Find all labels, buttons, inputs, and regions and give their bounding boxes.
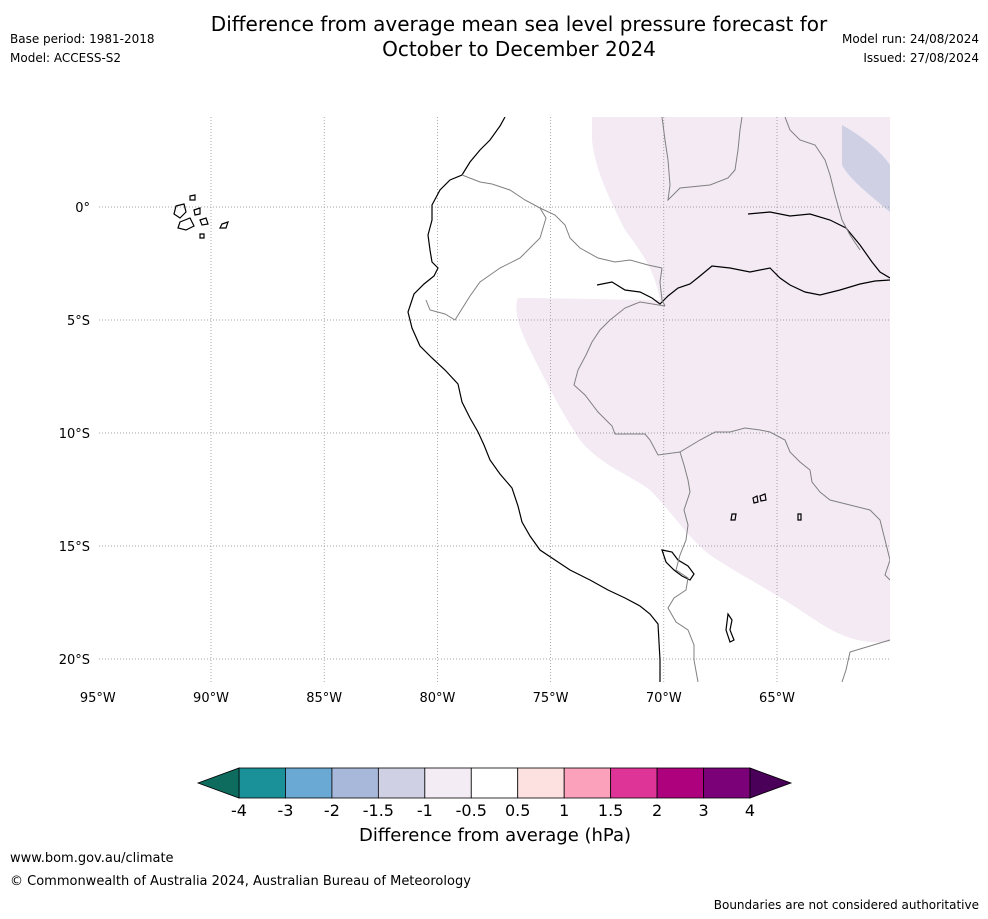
longitude-label: 95°W (80, 691, 116, 706)
lake-small-3 (759, 493, 767, 502)
colorbar-tick-label: 1.5 (598, 801, 623, 820)
colorbar-tick-label: -2 (324, 801, 340, 820)
colorbar-tick-label: -4 (231, 801, 247, 820)
anomaly-region-shaded (516, 117, 890, 643)
colorbar-tick-label: 2 (652, 801, 662, 820)
longitude-label: 75°W (533, 691, 569, 706)
longitude-label: 85°W (306, 691, 342, 706)
colorbar-swatch (563, 767, 612, 799)
base-period: Base period: 1981-2018 (10, 32, 155, 46)
longitude-label: 80°W (419, 691, 455, 706)
anomaly-region-weak (842, 125, 890, 212)
colorbar-title: Difference from average (hPa) (358, 825, 632, 846)
colorbar-swatch (285, 767, 333, 799)
colorbar-swatch (610, 767, 658, 799)
issued-date: Issued: 27/08/2024 (863, 51, 979, 65)
latitude-label: 20°S (59, 653, 90, 668)
colorbar-tick-label: 3 (698, 801, 708, 820)
meta-right: Model run: 24/08/2024 Issued: 27/08/2024 (842, 30, 979, 68)
title-line-2: October to December 2024 (382, 37, 656, 61)
longitude-label: 70°W (646, 691, 682, 706)
latitude-label: 5°S (67, 314, 90, 329)
longitude-labels: 95°W 90°W 85°W 80°W 75°W 70°W 65°W (80, 691, 795, 706)
latitude-label: 10°S (59, 427, 90, 442)
country-borders (425, 117, 890, 682)
title-line-1: Difference from average mean sea level p… (210, 12, 828, 36)
colorbar-swatch (238, 767, 286, 799)
longitude-label: 65°W (759, 691, 795, 706)
galapagos-islands (173, 194, 229, 239)
footer-url[interactable]: www.bom.gov.au/climate (10, 851, 174, 866)
colorbar-tick-label: 0.5 (505, 801, 530, 820)
lake-small-4 (730, 513, 737, 521)
gridlines (99, 117, 890, 682)
negro-river (747, 211, 890, 279)
colorbar-tick-label: -0.5 (456, 801, 487, 820)
colorbar-swatch (656, 767, 704, 799)
model-name: Model: ACCESS-S2 (10, 51, 122, 65)
lake-small-2 (752, 495, 759, 504)
lake-titicaca (661, 549, 695, 581)
longitude-label: 90°W (193, 691, 229, 706)
colorbar-tick-label: -1.5 (363, 801, 394, 820)
lake-small-5 (797, 513, 802, 521)
colorbar-under-arrow (196, 767, 240, 799)
colorbar-swatch (377, 767, 426, 799)
colorbar-swatch (424, 767, 472, 799)
colorbar-tick-label: 1 (559, 801, 569, 820)
colorbar-over-arrow (749, 767, 793, 799)
colorbar-tick-label: -3 (277, 801, 293, 820)
colorbar-swatch (517, 767, 565, 799)
latitude-label: 0° (75, 201, 90, 216)
model-run: Model run: 24/08/2024 (841, 32, 979, 46)
amazon-river (596, 265, 890, 305)
footer-copyright: © Commonwealth of Australia 2024, Austra… (10, 874, 471, 889)
colorbar-tick-label: -1 (417, 801, 433, 820)
colorbar-swatch (703, 767, 751, 799)
chart-title: Difference from average mean sea level p… (150, 12, 888, 62)
latitude-label: 15°S (59, 540, 90, 555)
coastline (407, 117, 661, 682)
colorbar-tick-label: 4 (745, 801, 755, 820)
footer-note: Boundaries are not considered authoritat… (713, 898, 979, 912)
latitude-labels: 0° 5°S 10°S 15°S 20°S (59, 201, 90, 668)
meta-left: Base period: 1981-2018 Model: ACCESS-S2 (10, 30, 155, 68)
colorbar-swatch (331, 767, 379, 799)
colorbar-swatch (470, 767, 519, 799)
lake-small-1 (725, 612, 735, 643)
